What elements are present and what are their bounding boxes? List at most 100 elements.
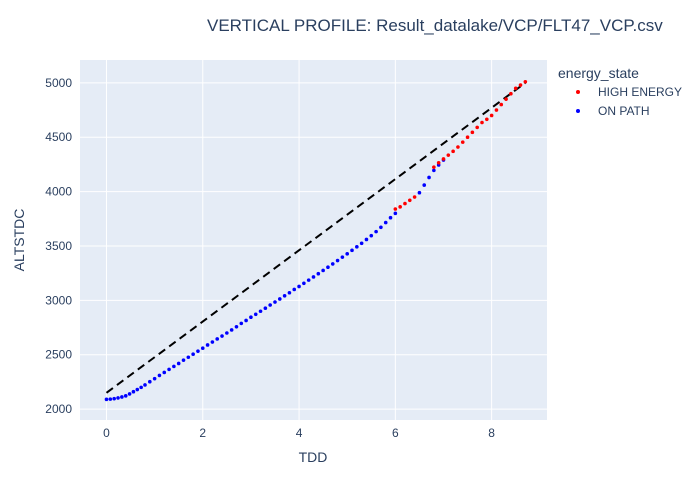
- point-on-path: [135, 387, 140, 392]
- point-on-path: [253, 312, 258, 317]
- y-tick-label: 2500: [45, 348, 72, 362]
- reference-path-line: [105, 82, 526, 394]
- point-high-energy: [403, 201, 407, 206]
- point-on-path: [340, 255, 345, 259]
- point-on-path: [167, 367, 171, 372]
- point-on-path: [244, 318, 248, 323]
- point-on-path: [172, 364, 176, 369]
- point-on-path: [292, 287, 297, 292]
- point-high-energy: [494, 108, 499, 112]
- point-on-path: [345, 252, 350, 256]
- point-on-path: [162, 370, 167, 375]
- point-on-path: [229, 328, 234, 332]
- point-on-path: [263, 306, 268, 310]
- legend-marker-on-path: [576, 109, 580, 113]
- point-high-energy: [504, 97, 508, 101]
- point-on-path: [302, 281, 306, 286]
- point-on-path: [311, 275, 316, 279]
- x-axis-ticks: 0 2 4 6 8: [103, 426, 495, 440]
- point-on-path: [234, 324, 239, 329]
- legend-item-on-path[interactable]: ON PATH: [576, 104, 650, 118]
- point-high-energy: [465, 135, 470, 140]
- data-points: [104, 79, 528, 402]
- point-on-path: [120, 395, 124, 399]
- x-tick-label: 0: [103, 426, 110, 440]
- y-tick-label: 3000: [45, 293, 72, 307]
- point-high-energy: [456, 145, 460, 149]
- point-high-energy: [407, 198, 412, 203]
- point-on-path: [369, 233, 374, 238]
- point-on-path: [321, 268, 325, 273]
- point-high-energy: [513, 86, 518, 91]
- point-on-path: [326, 265, 330, 269]
- point-on-path: [200, 346, 205, 351]
- point-on-path: [239, 321, 244, 326]
- point-on-path: [417, 190, 422, 195]
- point-on-path: [306, 278, 311, 282]
- point-on-path: [127, 392, 132, 396]
- point-on-path: [116, 396, 120, 400]
- y-tick-label: 5000: [45, 76, 72, 90]
- x-tick-label: 4: [296, 426, 303, 440]
- point-on-path: [152, 376, 157, 381]
- point-on-path: [186, 355, 191, 360]
- legend-item-high-energy[interactable]: HIGH ENERGY: [576, 85, 682, 99]
- point-on-path: [422, 183, 427, 187]
- point-on-path: [143, 383, 147, 387]
- point-on-path: [139, 385, 143, 390]
- point-on-path: [268, 303, 272, 307]
- point-high-energy: [509, 91, 513, 96]
- point-on-path: [330, 262, 335, 266]
- legend-label-high-energy: HIGH ENERGY: [598, 85, 682, 99]
- x-tick-label: 2: [199, 426, 206, 440]
- point-on-path: [432, 168, 436, 173]
- legend: energy_state HIGH ENERGY ON PATH: [558, 65, 682, 118]
- point-on-path: [335, 258, 340, 263]
- point-high-energy: [441, 157, 446, 161]
- point-high-energy: [499, 102, 504, 107]
- chart-title: VERTICAL PROFILE: Result_datalake/VCP/FL…: [207, 16, 663, 35]
- point-on-path: [148, 379, 152, 384]
- point-on-path: [225, 331, 229, 335]
- point-on-path: [220, 334, 224, 338]
- point-high-energy: [398, 205, 402, 209]
- y-axis-ticks: 2000 2500 3000 3500 4000 4500 5000: [45, 76, 72, 416]
- point-on-path: [108, 397, 113, 401]
- point-on-path: [157, 373, 162, 378]
- point-high-energy: [446, 153, 451, 157]
- point-high-energy: [432, 165, 436, 169]
- point-high-energy: [436, 160, 441, 165]
- y-tick-label: 4000: [45, 185, 72, 199]
- point-high-energy: [475, 125, 479, 130]
- point-on-path: [131, 389, 136, 394]
- point-on-path: [123, 394, 128, 398]
- point-on-path: [215, 337, 220, 341]
- point-high-energy: [489, 113, 494, 118]
- point-on-path: [350, 248, 354, 253]
- point-on-path: [249, 315, 253, 320]
- x-tick-label: 6: [392, 426, 399, 440]
- point-on-path: [359, 241, 364, 246]
- point-on-path: [196, 349, 200, 353]
- point-high-energy: [518, 83, 523, 87]
- point-on-path: [112, 396, 116, 401]
- point-high-energy: [412, 195, 417, 199]
- point-on-path: [355, 245, 359, 249]
- x-tick-label: 8: [488, 426, 495, 440]
- point-on-path: [316, 271, 321, 276]
- point-on-path: [176, 361, 181, 366]
- point-on-path: [210, 340, 215, 344]
- point-high-energy: [393, 207, 398, 211]
- point-high-energy: [451, 149, 455, 154]
- point-high-energy: [523, 79, 528, 84]
- point-on-path: [282, 293, 287, 298]
- plot-area: [80, 60, 547, 420]
- point-on-path: [205, 343, 210, 347]
- point-on-path: [388, 215, 393, 220]
- legend-label-on-path: ON PATH: [598, 104, 650, 118]
- point-on-path: [379, 225, 383, 230]
- point-on-path: [277, 297, 282, 301]
- point-on-path: [383, 220, 388, 225]
- point-on-path: [181, 358, 186, 362]
